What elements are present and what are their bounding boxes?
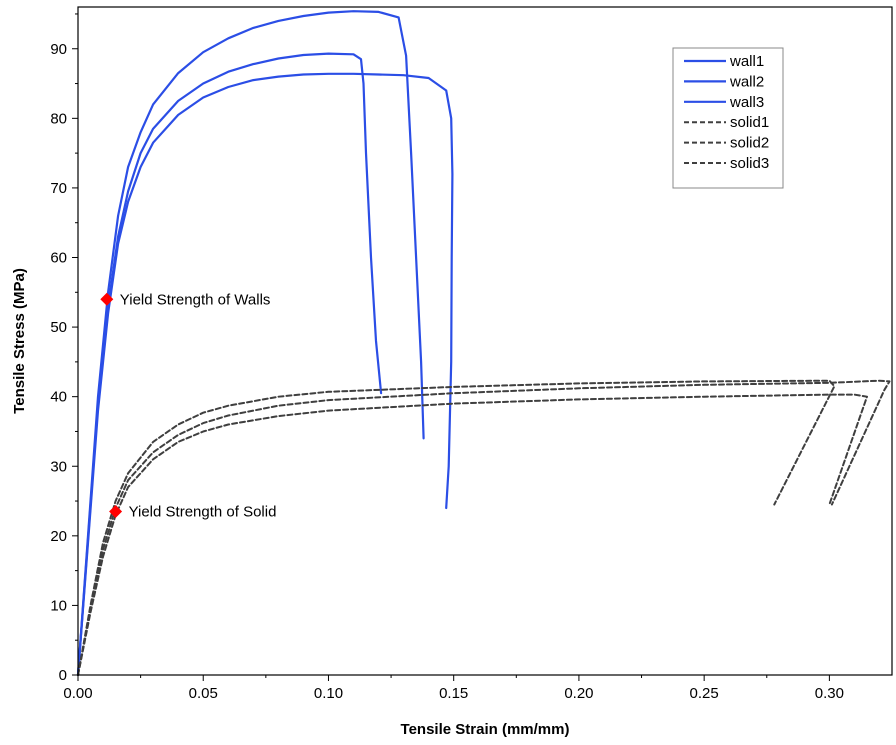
series-line-wall3 (76, 52, 383, 677)
series-line-solid2 (77, 379, 836, 676)
legend-label-wall3: wall3 (729, 94, 764, 111)
series-line-solid1 (77, 393, 868, 676)
yield-marker (100, 292, 114, 306)
legend-label-solid1: solid1 (730, 114, 769, 131)
yield-marker (109, 504, 123, 518)
legend-label-wall2: wall2 (729, 73, 764, 90)
legend-box (672, 47, 784, 189)
annotations: Yield Strength of Walls Yield Strength of… (100, 291, 276, 520)
legend-label-wall1: wall1 (729, 53, 764, 70)
y-tick-label: 30 (50, 458, 67, 475)
yield-label: Yield Strength of Walls (120, 291, 271, 308)
legend: wall1 wall2 wall3 solid1 solid2 solid3 (672, 47, 784, 189)
y-tick-label: 0 (59, 667, 67, 684)
plot-frame (77, 6, 893, 676)
x-tick-label: 0.30 (815, 685, 844, 702)
x-tick-label: 0.10 (314, 685, 343, 702)
y-axis-title: Tensile Stress (MPa) (11, 268, 28, 414)
x-tick-label: 0.15 (439, 685, 468, 702)
x-tick-label: 0.05 (189, 685, 218, 702)
legend-label-solid2: solid2 (730, 135, 769, 152)
x-tick-label: 0.25 (690, 685, 719, 702)
y-tick-label: 20 (50, 528, 67, 545)
y-tick-label: 70 (50, 180, 67, 197)
y-tick-label: 60 (50, 250, 67, 267)
y-tick-label: 40 (50, 389, 67, 406)
y-tick-label: 10 (50, 597, 67, 614)
x-tick-label: 0.00 (63, 685, 92, 702)
y-tick-label: 50 (50, 319, 67, 336)
series-line-solid3 (77, 379, 891, 676)
series-line-wall1 (76, 10, 425, 677)
series-line-wall2 (76, 72, 454, 677)
x-axis-title: Tensile Strain (mm/mm) (401, 721, 570, 738)
x-tick-label: 0.20 (564, 685, 593, 702)
y-tick-label: 80 (50, 110, 67, 127)
legend-label-solid3: solid3 (730, 155, 769, 172)
y-tick-label: 90 (50, 41, 67, 58)
yield-label: Yield Strength of Solid (129, 503, 277, 520)
axis-ticks: 0.00 0.05 0.10 0.15 0.20 0.25 0.30 0 10 20 30 40 50 6… (50, 13, 844, 702)
